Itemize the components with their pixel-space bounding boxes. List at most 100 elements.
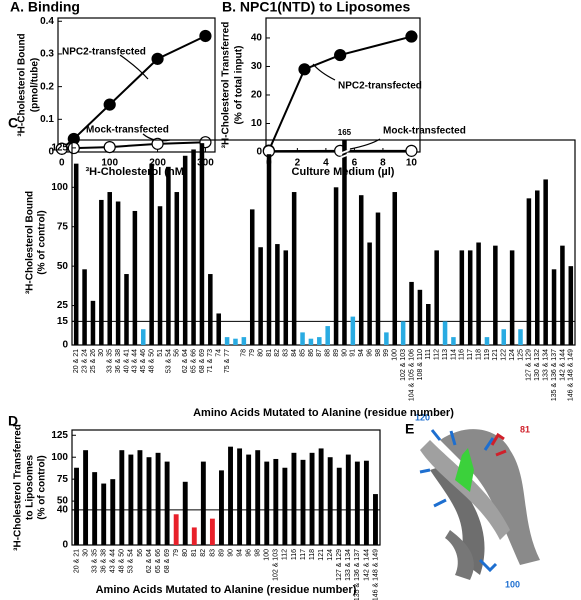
bar: [140, 329, 146, 345]
arrow: [119, 54, 149, 80]
bar: [300, 459, 306, 545]
ligand: [455, 448, 474, 492]
bar: [373, 494, 378, 545]
bar: [224, 337, 230, 345]
bar: [83, 450, 89, 545]
x-tick-label: 146 & 148 & 149: [568, 349, 575, 401]
x-tick-label: 83: [283, 349, 290, 357]
bar: [173, 514, 179, 545]
x-tick-label: 48 & 50: [119, 549, 126, 573]
bar: [266, 154, 272, 345]
bar: [219, 470, 224, 545]
data-point: [405, 30, 418, 43]
x-tick-label: 99: [383, 349, 390, 357]
x-tick-label: 88: [325, 349, 332, 357]
x-tick-label: 83: [209, 549, 216, 557]
x-tick-label: 119: [484, 349, 491, 360]
bar: [327, 457, 333, 545]
series-annotation: NPC2-transfected: [62, 47, 146, 58]
x-tick-label: 133 & 134: [345, 549, 352, 581]
y-tick-label: 0.4: [40, 16, 54, 27]
y-tick-label: 75: [57, 474, 69, 485]
x-tick-label: 104 & 105 & 106: [408, 349, 415, 401]
data-point: [55, 142, 68, 155]
bar: [200, 461, 206, 545]
bar: [392, 192, 398, 345]
y-axis-label: ³H-Cholesterol Transferred: [221, 22, 232, 149]
x-tick-label: 112: [434, 349, 441, 360]
bar: [199, 143, 205, 345]
data-point: [334, 48, 347, 62]
bar: [132, 210, 138, 345]
residue-sticks: [478, 558, 498, 573]
bar: [124, 274, 129, 345]
y-axis-label: (% of total input): [234, 46, 245, 125]
x-tick-label: 36 & 38: [115, 349, 122, 373]
x-tick-label: 98: [255, 549, 262, 557]
x-tick-label: 4: [323, 158, 329, 169]
bar: [518, 329, 523, 345]
bar: [128, 454, 134, 545]
bar: [476, 242, 481, 345]
data-point: [103, 98, 116, 111]
x-tick-label: 124: [509, 349, 516, 361]
x-tick-label: 48 & 50: [148, 349, 155, 373]
bar: [535, 190, 540, 345]
x-tick-label: 130 & 132: [534, 349, 541, 381]
bar: [283, 250, 289, 345]
x-tick-label: 65 & 66: [155, 549, 162, 573]
bar: [110, 479, 116, 545]
y-tick-label: 20: [251, 90, 263, 101]
x-tick-label: 98: [375, 349, 382, 357]
x-tick-label: 142 & 144: [363, 549, 370, 581]
x-tick-label: 142 & 144: [559, 349, 566, 381]
bar: [367, 242, 372, 345]
series-line: [267, 35, 412, 151]
x-tick-label: 8: [380, 158, 386, 169]
data-point: [103, 140, 116, 154]
x-tick-label: 124: [327, 549, 334, 561]
series-annotation: Mock-transfected: [383, 126, 466, 137]
bar: [155, 452, 161, 545]
bar: [174, 192, 180, 345]
x-tick-label: 113: [442, 349, 449, 360]
x-tick-label: 81: [266, 349, 273, 357]
x-tick-label: 2: [295, 158, 301, 169]
x-tick-label: 74: [216, 349, 223, 357]
x-tick-label: 62 & 64: [182, 349, 189, 373]
x-tick-label: 116: [459, 349, 466, 360]
bar: [434, 250, 439, 345]
x-tick-label: 102 & 103: [400, 349, 407, 381]
x-tick-label: 85: [299, 349, 306, 357]
residue-label: 100: [505, 579, 520, 589]
x-tick-label: 79: [173, 549, 180, 557]
x-tick-label: 86: [308, 349, 315, 357]
bar: [249, 209, 255, 345]
bar: [282, 467, 288, 545]
bar: [345, 454, 351, 545]
bar: [182, 481, 188, 545]
bar: [119, 450, 125, 545]
y-tick-label: 125: [51, 430, 68, 441]
y-tick-label: 0: [48, 147, 54, 158]
y-tick-label: 100: [51, 452, 68, 463]
plot-frame: [71, 139, 576, 346]
x-tick-label: 6: [352, 158, 358, 169]
bar: [459, 250, 465, 345]
bar: [300, 332, 305, 345]
bar: [526, 198, 532, 345]
y-axis-label: to Liposomes: [25, 455, 36, 520]
x-tick-label: 23 & 24: [81, 349, 88, 373]
x-tick-label: 20 & 21: [73, 349, 80, 373]
bar: [451, 337, 456, 345]
bar: [551, 269, 557, 345]
x-tick-label: 117: [300, 549, 307, 560]
bar: [325, 326, 330, 345]
x-tick-label: 43 & 44: [132, 349, 139, 373]
x-tick-label: 94: [358, 349, 365, 357]
x-tick-label: 127 & 129: [336, 549, 343, 581]
bar: [157, 206, 163, 345]
bar: [318, 448, 324, 545]
bar: [484, 337, 490, 345]
x-tick-label: 79: [249, 349, 256, 357]
